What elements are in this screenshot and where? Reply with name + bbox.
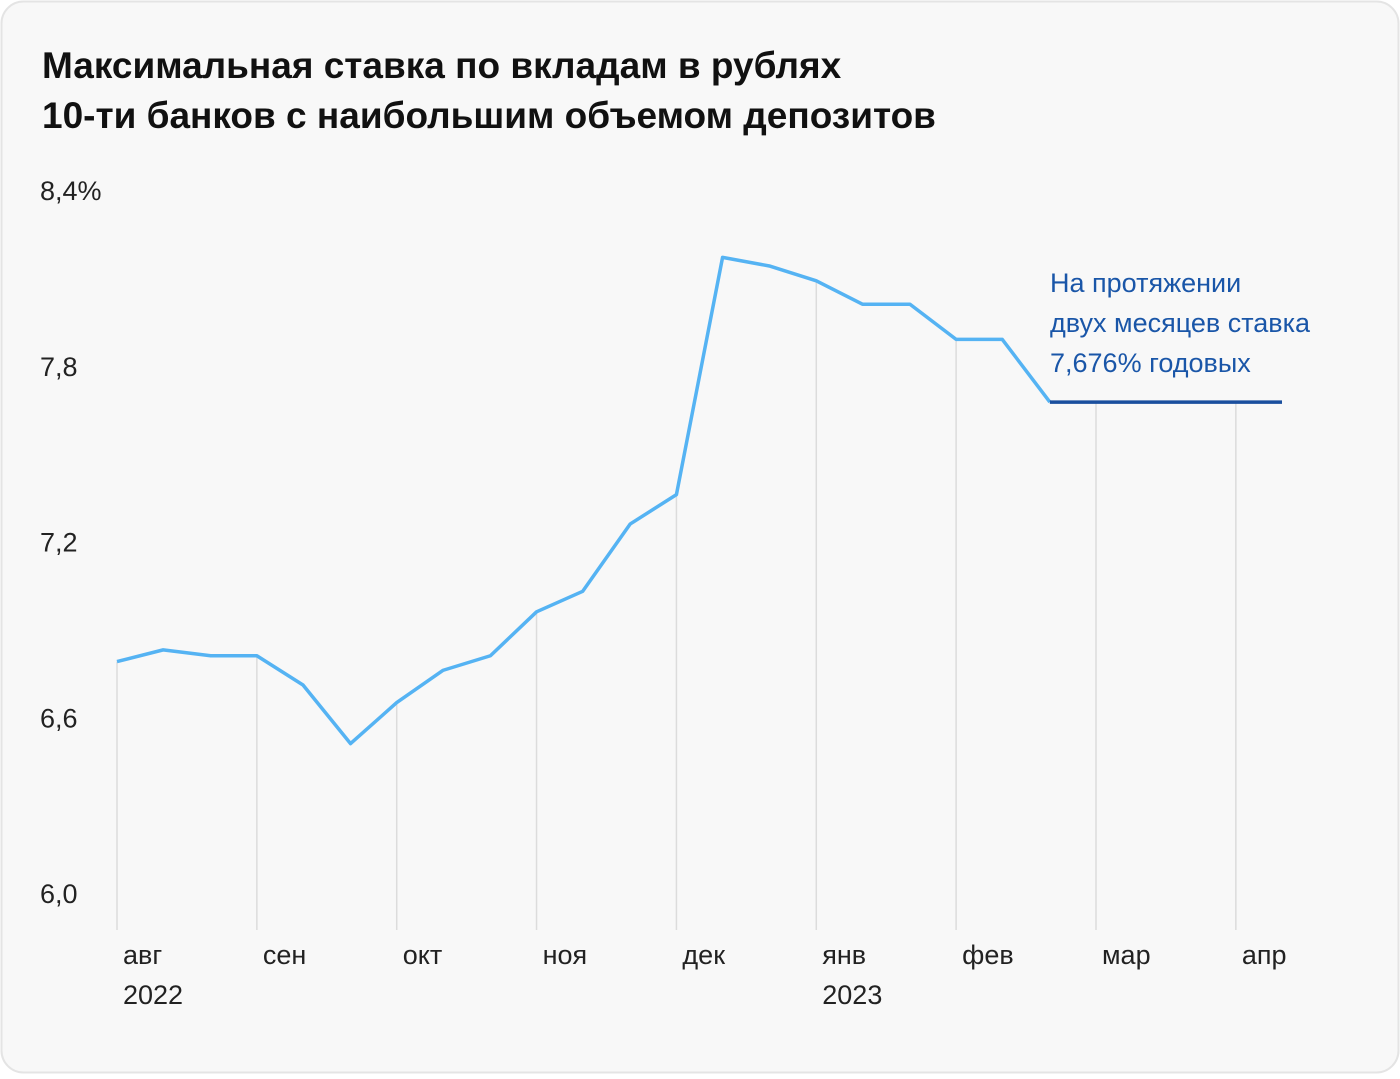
y-tick-label: 6,0 [40, 879, 78, 909]
x-tick-label: мар [1102, 940, 1151, 970]
x-tick-label: янв [822, 940, 866, 970]
annotation: На протяжении [1050, 268, 1241, 298]
data-line [116, 255, 1052, 746]
x-tick-label: фев [962, 940, 1014, 970]
annotation: 7,676% годовых [1050, 348, 1251, 378]
y-tick-label: 6,6 [40, 703, 78, 733]
chart-title: Максимальная ставка по вкладам в рублях [42, 45, 842, 86]
x-tick-label: апр [1242, 940, 1287, 970]
year-label: 2022 [123, 980, 183, 1010]
x-tick-label: дек [682, 940, 725, 970]
x-tick-label: ноя [543, 940, 588, 970]
y-tick-label: 8,4% [40, 176, 102, 206]
annotation: двух месяцев ставка [1050, 308, 1311, 338]
x-tick-label: авг [123, 940, 162, 970]
y-tick-label: 7,2 [40, 528, 78, 558]
y-tick-label: 7,8 [40, 352, 78, 382]
x-tick-label: сен [263, 940, 306, 970]
chart-title: 10-ти банков с наибольшим объемом депози… [42, 95, 936, 136]
x-tick-label: окт [403, 940, 443, 970]
year-label: 2023 [822, 980, 882, 1010]
